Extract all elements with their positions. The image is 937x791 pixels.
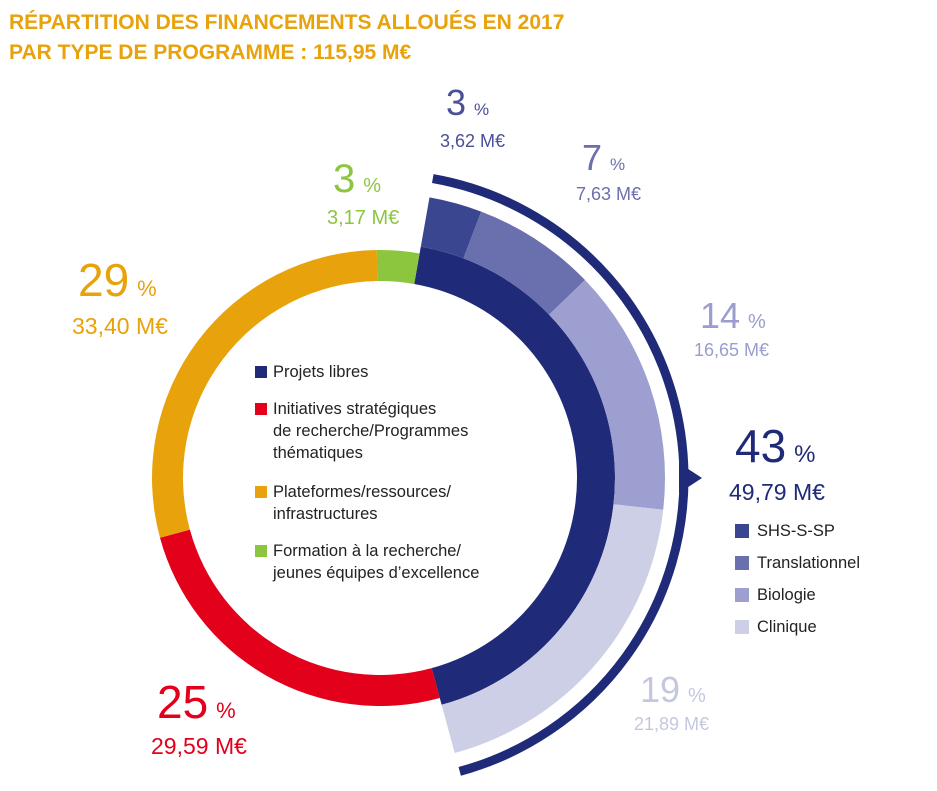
percent-label: 3% (333, 157, 381, 201)
legend-swatch (735, 556, 749, 570)
chart-title: RÉPARTITION DES FINANCEMENTS ALLOUÉS EN … (9, 11, 565, 64)
legend-label: SHS-S-SP (757, 522, 835, 540)
bracket-arrow (679, 463, 702, 493)
percent-label: 3% (446, 82, 489, 123)
legend-item: Clinique (735, 617, 817, 637)
percent-unit: % (474, 100, 489, 119)
legend-item: Plateformes/ressources/ infrastructures (255, 481, 451, 525)
donut-segment (376, 250, 420, 284)
legend-label: Plateformes/ressources/ infrastructures (273, 483, 451, 523)
legend-swatch (255, 366, 267, 378)
legend-swatch (735, 620, 749, 634)
percent-label: 25% (157, 676, 236, 728)
legend-label: Formation à la recherche/ jeunes équipes… (273, 542, 480, 582)
legend-label: Clinique (757, 618, 817, 636)
percent-unit: % (748, 311, 766, 333)
amount-label: 3,62 M€ (440, 131, 505, 151)
percent-unit: % (216, 698, 236, 723)
donut-segment (152, 250, 378, 538)
legend-swatch (735, 588, 749, 602)
percent-value: 3 (333, 157, 355, 201)
legend-item: Projets libres (255, 361, 368, 383)
legend-item: Translationnel (735, 553, 860, 573)
amount-label: 49,79 M€ (729, 479, 825, 505)
legend-item: Formation à la recherche/ jeunes équipes… (255, 540, 479, 584)
percent-value: 43 (735, 420, 786, 472)
legend-swatch (255, 486, 267, 498)
legend-label: Projets libres (273, 363, 369, 381)
percent-unit: % (363, 175, 381, 197)
amount-label: 3,17 M€ (327, 207, 399, 229)
percent-label: 14% (700, 295, 766, 336)
amount-label: 29,59 M€ (151, 733, 247, 759)
percent-value: 14 (700, 295, 740, 336)
percent-value: 29 (78, 254, 129, 306)
percent-value: 19 (640, 669, 680, 710)
percent-label: 43% (735, 420, 816, 472)
breakdown-segment (420, 197, 482, 259)
percent-unit: % (688, 685, 706, 707)
percent-unit: % (137, 276, 157, 301)
percent-value: 25 (157, 676, 208, 728)
breakdown-segment (549, 280, 666, 510)
legend-swatch (255, 545, 267, 557)
bracket (432, 174, 689, 776)
percent-unit: % (794, 441, 815, 468)
amount-label: 21,89 M€ (634, 714, 709, 734)
breakdown-segment (441, 504, 664, 754)
percent-label: 7% (582, 137, 625, 178)
amount-label: 16,65 M€ (694, 340, 769, 360)
legend-item: Initiatives stratégiques de recherche/Pr… (255, 398, 468, 464)
percent-value: 7 (582, 137, 602, 178)
donut-segment (159, 529, 440, 706)
legend-swatch (735, 524, 749, 538)
donut-segment (414, 246, 615, 705)
amount-label: 33,40 M€ (72, 313, 168, 339)
legend-swatch (255, 403, 267, 415)
breakdown-segment (463, 211, 586, 315)
amount-label: 7,63 M€ (576, 184, 641, 204)
legend-label: Translationnel (757, 554, 861, 572)
percent-label: 29% (78, 254, 157, 306)
percent-unit: % (610, 155, 625, 174)
percent-label: 19% (640, 669, 706, 710)
legend-label: Biologie (757, 586, 816, 604)
percent-value: 3 (446, 82, 466, 123)
legend-item: SHS-S-SP (735, 521, 835, 541)
legend-item: Biologie (735, 585, 816, 605)
legend-label: Initiatives stratégiques de recherche/Pr… (273, 400, 469, 462)
